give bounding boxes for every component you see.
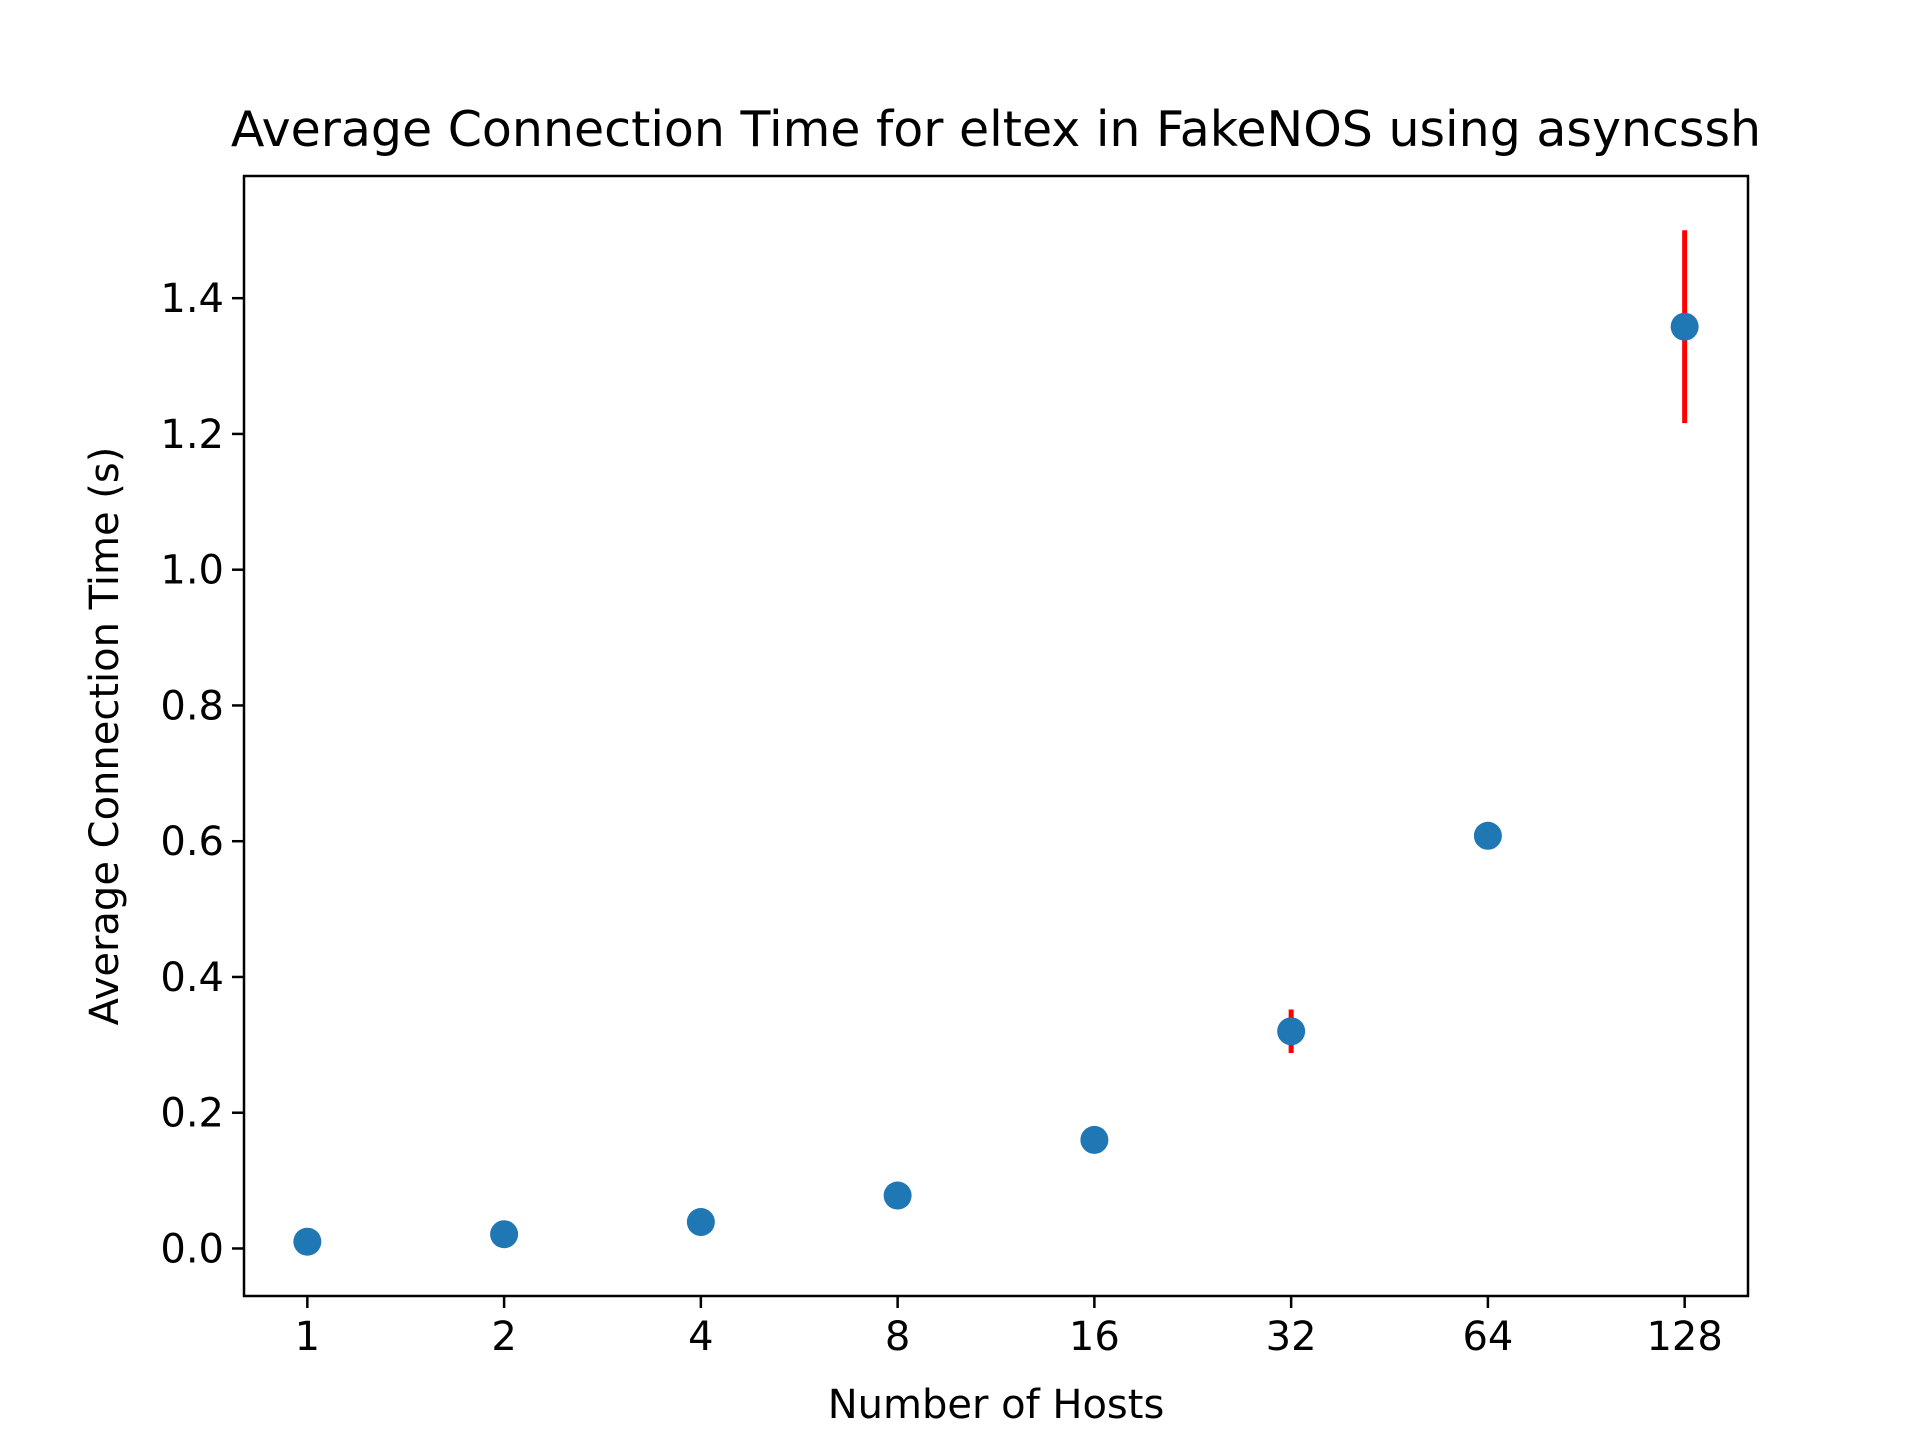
y-tick-label: 0.2 — [160, 1091, 224, 1137]
y-axis-label: Average Connection Time (s) — [82, 447, 128, 1026]
y-tick-label: 0.8 — [160, 683, 224, 729]
x-axis-label: Number of Hosts — [828, 1382, 1165, 1428]
x-tick-label: 16 — [1069, 1314, 1120, 1360]
y-tick-label: 0.0 — [160, 1226, 224, 1272]
data-point — [1277, 1017, 1306, 1046]
y-tick-label: 1.0 — [160, 548, 224, 594]
x-tick-label: 1 — [295, 1314, 320, 1360]
y-tick-label: 1.4 — [160, 276, 224, 322]
x-tick-label: 2 — [491, 1314, 516, 1360]
plot-marks — [293, 230, 1699, 1256]
data-point — [1473, 821, 1502, 850]
y-tick-label: 0.4 — [160, 955, 224, 1001]
plot-frame — [242, 174, 1750, 1298]
data-point — [1670, 312, 1699, 341]
data-point — [686, 1208, 715, 1237]
data-point — [293, 1227, 322, 1256]
data-point — [490, 1220, 519, 1249]
chart-title: Average Connection Time for eltex in Fak… — [231, 101, 1761, 158]
x-tick-label: 128 — [1646, 1314, 1722, 1360]
x-tick-label: 4 — [688, 1314, 713, 1360]
x-tick-label: 8 — [885, 1314, 910, 1360]
y-axis: 0.0 0.2 0.4 0.6 0.8 1.0 1.2 1.4 — [160, 276, 244, 1272]
data-point — [883, 1181, 912, 1210]
x-tick-label: 64 — [1462, 1314, 1513, 1360]
y-tick-label: 1.2 — [160, 412, 224, 458]
y-tick-label: 0.6 — [160, 819, 224, 865]
x-tick-label: 32 — [1266, 1314, 1317, 1360]
data-point — [1080, 1125, 1109, 1154]
x-axis: 1 2 4 8 16 32 64 128 — [295, 1296, 1723, 1360]
